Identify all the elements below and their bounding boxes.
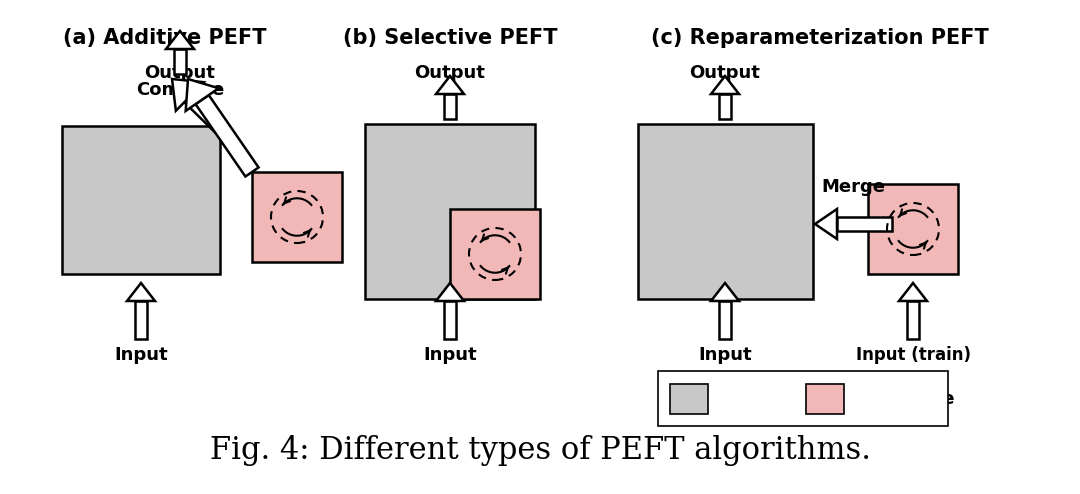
Polygon shape: [166, 31, 194, 49]
Bar: [450, 209, 540, 299]
Polygon shape: [436, 76, 464, 94]
Text: Combine: Combine: [136, 81, 225, 99]
Bar: [444, 94, 456, 119]
Bar: [719, 301, 731, 339]
Bar: [444, 301, 456, 339]
Polygon shape: [711, 283, 739, 301]
Text: Fig. 4: Different types of PEFT algorithms.: Fig. 4: Different types of PEFT algorith…: [210, 435, 870, 466]
Bar: [806, 384, 843, 414]
Polygon shape: [127, 283, 156, 301]
Text: (a) Additive PEFT: (a) Additive PEFT: [64, 28, 267, 48]
Polygon shape: [185, 91, 226, 132]
Bar: [174, 49, 186, 74]
Polygon shape: [172, 79, 204, 111]
Text: Output: Output: [415, 64, 485, 82]
Polygon shape: [436, 283, 464, 301]
Bar: [719, 94, 731, 119]
Text: Merge: Merge: [821, 178, 885, 196]
Bar: [837, 217, 892, 231]
Polygon shape: [899, 283, 927, 301]
Text: (c) Reparameterization PEFT: (c) Reparameterization PEFT: [651, 28, 989, 48]
Polygon shape: [815, 209, 837, 239]
Bar: [658, 371, 948, 426]
Bar: [62, 126, 220, 274]
Polygon shape: [711, 76, 739, 94]
Text: Input (train): Input (train): [855, 346, 971, 364]
Polygon shape: [186, 79, 218, 111]
Text: Frozen: Frozen: [716, 390, 784, 408]
Bar: [135, 301, 147, 339]
Polygon shape: [195, 95, 258, 176]
Bar: [252, 172, 342, 262]
Text: Input: Input: [423, 346, 476, 364]
Text: Input: Input: [114, 346, 167, 364]
Bar: [868, 184, 958, 274]
Bar: [670, 384, 708, 414]
Bar: [638, 124, 813, 299]
Text: Input: Input: [698, 346, 752, 364]
Text: (b) Selective PEFT: (b) Selective PEFT: [342, 28, 557, 48]
Text: Learnable: Learnable: [854, 390, 955, 408]
Text: Output: Output: [689, 64, 760, 82]
Bar: [907, 301, 919, 339]
Bar: [365, 124, 535, 299]
Text: Output: Output: [145, 64, 215, 82]
